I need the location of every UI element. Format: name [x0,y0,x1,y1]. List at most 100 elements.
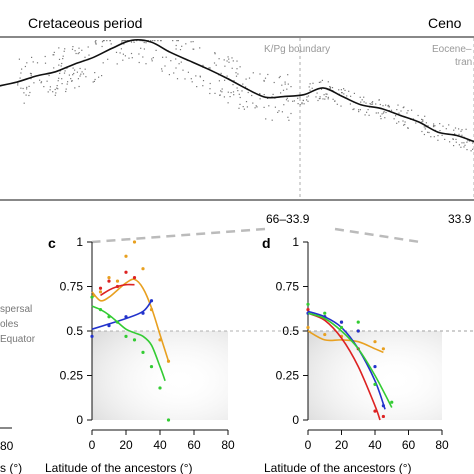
interval-right-label: 33.9 [448,212,472,226]
top-scatter-point [64,48,66,50]
top-scatter-point [318,81,320,83]
top-scatter-point [61,83,63,85]
panel-c-x-tick-label: 80 [221,438,235,452]
panel-c-data-point [149,365,154,369]
top-scatter-point [115,51,118,53]
top-scatter-point [103,40,105,42]
top-scatter-point [319,97,321,100]
top-scatter-point [370,103,372,105]
top-scatter-point [98,76,100,78]
top-scatter-point [415,122,417,124]
panel-c-x-tick-label: 20 [119,438,133,452]
top-scatter-point [202,64,204,66]
top-scatter-point [77,53,79,55]
top-scatter-point [25,94,27,96]
panel-c-data-point [158,338,162,342]
panel-c-data-point [141,267,145,271]
top-scatter-point [71,48,74,50]
top-scatter-point [152,40,154,42]
top-scatter-point [363,96,365,98]
top-scatter-point [238,93,240,95]
top-scatter-point [242,106,244,108]
top-scatter-point [248,77,251,79]
panel-d-data-point [323,332,327,337]
top-scatter-point [161,70,163,72]
top-scatter-point [29,72,32,74]
top-scatter-point [252,72,254,74]
top-scatter-point [449,141,451,143]
top-scatter-point [190,78,192,80]
top-scatter-point [331,87,334,89]
top-scatter-point [421,118,423,120]
top-scatter-point [238,107,240,109]
top-scatter-point [120,48,122,50]
top-scatter-point [143,48,145,50]
top-scatter-point [63,50,65,52]
top-scatter-point [61,78,63,80]
top-scatter-point [52,91,54,93]
top-scatter-point [116,63,118,65]
top-scatter-point [43,86,45,88]
top-scatter-point [350,95,352,97]
panel-d-x-tick-label: 40 [368,438,382,452]
top-scatter-point [284,81,286,83]
top-scatter-point [321,79,323,81]
top-scatter-point [263,79,265,82]
top-scatter-point [359,96,361,98]
top-scatter-point [44,62,47,64]
top-scatter-point [404,121,406,123]
top-scatter-point [48,74,50,77]
top-scatter-point [245,78,247,80]
top-scatter-point [423,133,425,136]
top-scatter-point [58,77,60,79]
top-scatter-point [403,124,405,126]
top-scatter-point [236,87,238,89]
top-scatter-point [445,128,447,130]
top-scatter-point [336,103,338,105]
top-scatter-point [327,98,329,100]
top-scatter-point [274,106,276,108]
top-scatter-point [329,87,331,89]
top-scatter-point [458,133,460,135]
panel-d: d Latitude of the ancestors (°) 0 0.25 0.5… [262,235,474,474]
panel-c-fit-line [91,305,166,382]
top-scatter-point [209,88,211,90]
top-scatter-point [182,69,184,71]
top-smooth-curve [0,39,474,143]
top-scatter-point [40,81,43,83]
top-scatter-point [180,61,182,63]
panel-d-x-tick-label: 60 [402,438,416,452]
top-scatter-point [23,102,25,104]
top-scatter-point [251,94,253,97]
top-scatter-point [192,41,194,43]
top-scatter-point [437,139,439,141]
top-scatter-point [110,43,112,45]
panel-c-label: c [48,235,56,251]
top-scatter-point [341,92,343,94]
panel-d-data-point [381,347,385,351]
top-scatter-point [463,142,465,144]
top-scatter-point [232,91,235,93]
top-scatter-point [306,96,308,98]
left-legend-1: spersal [0,304,32,315]
top-scatter-point [306,99,308,101]
top-scatter-point [121,40,123,42]
top-scatter-point [130,41,133,43]
top-scatter-point [138,53,140,55]
top-scatter-point [282,89,285,91]
top-scatter-point [74,87,76,89]
top-scatter-point [94,72,96,74]
top-scatter-point [175,67,177,69]
top-scatter-point [425,126,427,128]
top-scatter-point [375,112,377,114]
top-scatter-point [30,74,32,76]
top-scatter-point [384,117,386,119]
panel-c-data-point [132,240,137,244]
top-scatter-point [78,52,80,54]
top-scatter-point [242,83,244,85]
top-scatter-point [239,96,241,99]
top-scatter-point [162,56,164,58]
panel-c-y-tick-label: 1 [76,235,83,249]
top-scatter-point [299,104,301,106]
top-scatter-point [393,118,395,120]
